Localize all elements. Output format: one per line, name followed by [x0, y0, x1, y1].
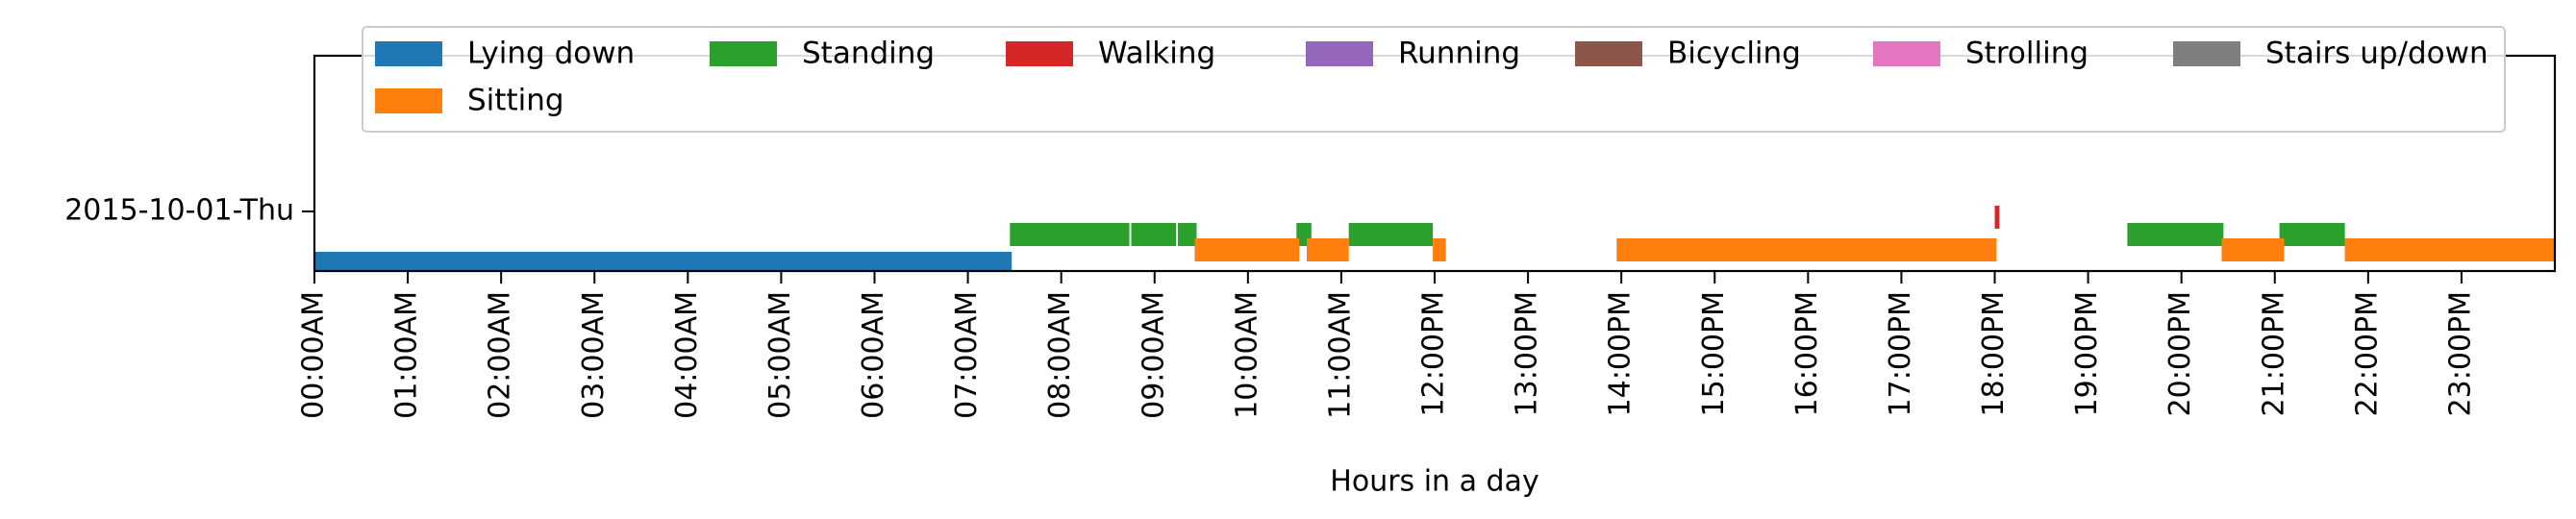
- x-tick-label: 12:00PM: [1417, 291, 1451, 416]
- x-tick-label: 23:00PM: [2443, 291, 2477, 416]
- activity-bar: [1178, 223, 1197, 246]
- legend-swatch: [1873, 41, 1940, 66]
- legend-label: Stairs up/down: [2265, 37, 2488, 71]
- x-tick-label: 14:00PM: [1604, 291, 1638, 416]
- x-tick-label: 21:00PM: [2257, 291, 2290, 416]
- x-tick-label: 04:00AM: [670, 291, 704, 419]
- x-tick-label: 01:00AM: [390, 291, 424, 419]
- legend-label: Standing: [802, 37, 935, 71]
- legend-label: Lying down: [467, 37, 635, 71]
- activity-bar: [1131, 223, 1177, 246]
- legend-swatch: [1575, 41, 1642, 66]
- activity-bar: [1010, 223, 1130, 246]
- x-tick-label: 05:00AM: [763, 291, 797, 419]
- x-tick-label: 13:00PM: [1511, 291, 1544, 416]
- x-tick-label: 08:00AM: [1043, 291, 1077, 419]
- activity-bar: [1194, 238, 1300, 261]
- activity-bar: [1433, 238, 1446, 261]
- x-tick-label: 20:00PM: [2163, 291, 2197, 416]
- y-tick-label: 2015-10-01-Thu: [64, 194, 294, 228]
- legend-label: Walking: [1098, 37, 1215, 71]
- x-tick-label: 06:00AM: [857, 291, 890, 419]
- x-tick-label: 03:00AM: [577, 291, 611, 419]
- legend-swatch: [1006, 41, 1073, 66]
- x-tick-label: 00:00AM: [297, 291, 331, 419]
- x-axis-label: Hours in a day: [1330, 465, 1538, 499]
- x-tick-label: 17:00PM: [1884, 291, 1917, 416]
- activity-bar: [2221, 238, 2285, 261]
- x-tick-label: 09:00AM: [1137, 291, 1170, 419]
- x-tick-label: 19:00PM: [2070, 291, 2104, 416]
- x-tick-label: 02:00AM: [484, 291, 517, 419]
- legend-label: Running: [1398, 37, 1520, 71]
- activity-bar: [1306, 238, 1349, 261]
- legend-swatch: [2173, 41, 2240, 66]
- legend-label: Strolling: [1965, 37, 2088, 71]
- activity-bar: [314, 252, 1013, 271]
- activity-bar: [2279, 223, 2345, 246]
- x-tick-label: 07:00AM: [950, 291, 984, 419]
- legend: Lying down Standing Walking Running Bicyclin…: [362, 26, 2506, 133]
- legend-swatch: [375, 88, 442, 113]
- x-tick-label: 15:00PM: [1697, 291, 1731, 416]
- legend-swatch: [1306, 41, 1373, 66]
- legend-swatch: [710, 41, 777, 66]
- x-tick-label: 11:00AM: [1323, 291, 1357, 419]
- legend-label: Bicycling: [1667, 37, 1801, 71]
- y-axis: 2015-10-01-Thu: [64, 194, 314, 228]
- activity-bar: [2127, 223, 2224, 246]
- activity-bars: [314, 206, 2555, 271]
- x-axis: 00:00AM 01:00AM 02:00AM 03:00AM 04:00AM 05:00…: [297, 271, 2477, 419]
- legend-swatch: [375, 41, 442, 66]
- x-tick-label: 18:00PM: [1977, 291, 2011, 416]
- x-tick-label: 22:00PM: [2350, 291, 2384, 416]
- activity-bar: [1348, 223, 1434, 246]
- legend-frame: [362, 26, 2506, 133]
- activity-bar: [2344, 238, 2555, 261]
- activity-bar: [1616, 238, 1997, 261]
- x-tick-label: 10:00AM: [1230, 291, 1263, 419]
- activity-bar: [1994, 206, 2000, 229]
- x-tick-label: 16:00PM: [1790, 291, 1824, 416]
- legend-label: Sitting: [467, 84, 564, 118]
